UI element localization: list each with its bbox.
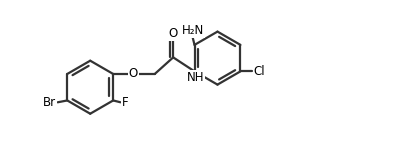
Text: Br: Br [43, 96, 56, 109]
Text: H₂N: H₂N [181, 24, 204, 37]
Text: NH: NH [187, 71, 204, 84]
Text: O: O [129, 67, 138, 80]
Text: O: O [168, 27, 178, 40]
Text: F: F [122, 96, 128, 109]
Text: Cl: Cl [254, 65, 265, 78]
